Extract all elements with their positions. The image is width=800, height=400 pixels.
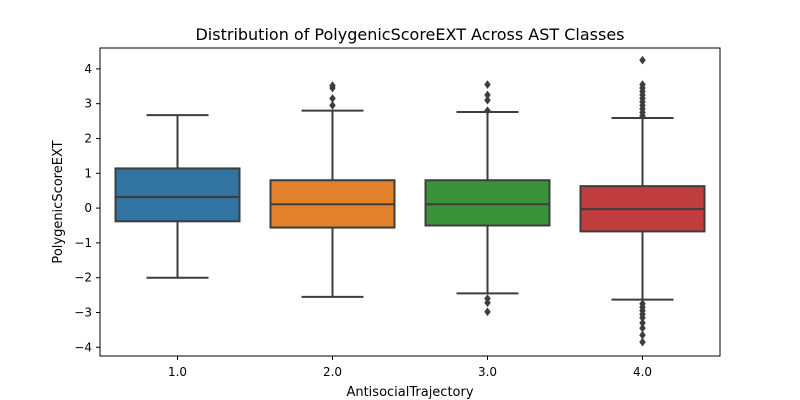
outlier-point — [639, 299, 646, 309]
box-group-2.0 — [269, 81, 396, 298]
y-axis-label: PolygenicScoreEXT — [51, 140, 66, 263]
y-tick-label: 1 — [84, 166, 92, 180]
outlier-point — [329, 94, 336, 103]
x-tick-label: 1.0 — [168, 365, 187, 379]
y-tick-label: 4 — [84, 62, 92, 76]
y-tick-label: −4 — [74, 340, 92, 354]
outlier-point — [329, 101, 336, 110]
outlier-point — [484, 307, 491, 317]
box-iqr — [424, 179, 551, 227]
box-group-3.0 — [424, 80, 551, 317]
plot-area — [114, 55, 706, 347]
outlier-point — [639, 323, 646, 333]
y-tick-label: 0 — [84, 201, 92, 215]
y-tick-label: −1 — [74, 236, 92, 250]
x-axis: 1.0 2.0 3.0 4.0 — [168, 356, 652, 379]
outlier-point — [484, 90, 491, 100]
plot-frame — [99, 47, 721, 357]
outlier-point — [329, 81, 336, 91]
x-tick-label: 2.0 — [323, 365, 342, 379]
box-group-1.0 — [114, 114, 241, 279]
y-tick-label: 2 — [84, 131, 92, 145]
y-tick-label: 3 — [84, 97, 92, 111]
outlier-point — [639, 337, 646, 347]
chart-title: Distribution of PolygenicScoreEXT Across… — [195, 25, 624, 44]
box-group-4.0 — [579, 55, 706, 347]
outlier-point — [639, 55, 646, 65]
outlier-point — [484, 80, 491, 89]
outlier-point — [639, 318, 646, 328]
x-axis-label: AntisocialTrajectory — [346, 385, 473, 400]
y-axis: −4 −3 −2 −1 0 1 2 3 4 — [74, 62, 100, 354]
outlier-point — [484, 294, 491, 303]
box-iqr — [114, 167, 241, 223]
y-tick-label: −2 — [74, 271, 92, 285]
x-tick-label: 3.0 — [478, 365, 497, 379]
outlier-point — [639, 330, 646, 340]
outlier-point — [484, 95, 491, 105]
x-tick-label: 4.0 — [633, 365, 652, 379]
outlier-point — [484, 106, 491, 116]
y-tick-label: −3 — [74, 305, 92, 319]
outlier-point — [639, 80, 646, 89]
